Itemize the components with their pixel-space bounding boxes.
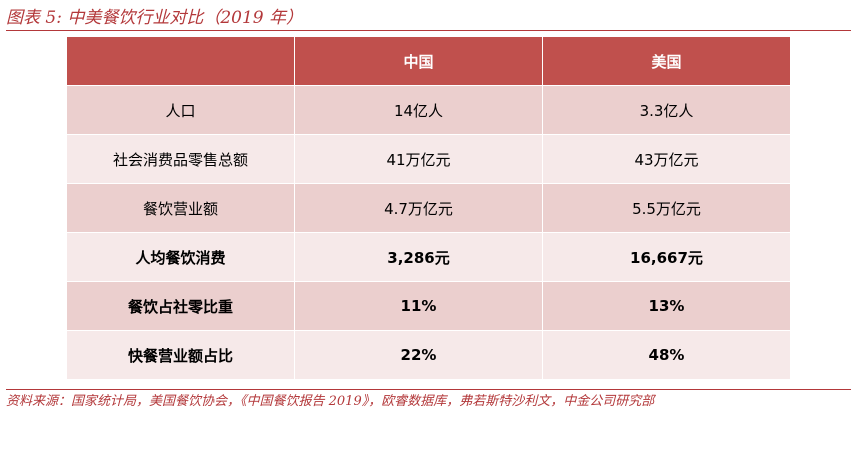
usa-value: 48% — [542, 330, 791, 380]
usa-value: 16,667元 — [542, 232, 791, 282]
row-label: 社会消费品零售总额 — [66, 134, 295, 184]
china-value: 14亿人 — [294, 85, 543, 135]
table-row: 餐饮营业额 4.7万亿元 5.5万亿元 — [66, 183, 791, 233]
row-label: 餐饮营业额 — [66, 183, 295, 233]
usa-value: 5.5万亿元 — [542, 183, 791, 233]
source-note: 资料来源：国家统计局，美国餐饮协会，《中国餐饮报告 2019》，欧睿数据库，弗若… — [6, 389, 851, 414]
china-value: 22% — [294, 330, 543, 380]
row-label: 人口 — [66, 85, 295, 135]
header-usa: 美国 — [542, 36, 791, 86]
row-label: 快餐营业额占比 — [66, 330, 295, 380]
table-row: 人口 14亿人 3.3亿人 — [66, 85, 791, 135]
comparison-table: 中国 美国 人口 14亿人 3.3亿人 社会消费品零售总额 41万亿元 43万亿… — [66, 36, 791, 380]
china-value: 11% — [294, 281, 543, 331]
usa-value: 3.3亿人 — [542, 85, 791, 135]
header-china: 中国 — [294, 36, 543, 86]
table-row: 人均餐饮消费 3,286元 16,667元 — [66, 232, 791, 282]
table-row: 社会消费品零售总额 41万亿元 43万亿元 — [66, 134, 791, 184]
usa-value: 43万亿元 — [542, 134, 791, 184]
row-label: 餐饮占社零比重 — [66, 281, 295, 331]
header-empty-cell — [66, 36, 295, 86]
table-header-row: 中国 美国 — [66, 36, 791, 86]
china-value: 41万亿元 — [294, 134, 543, 184]
usa-value: 13% — [542, 281, 791, 331]
table-row: 快餐营业额占比 22% 48% — [66, 330, 791, 380]
china-value: 3,286元 — [294, 232, 543, 282]
table-row: 餐饮占社零比重 11% 13% — [66, 281, 791, 331]
figure-caption: 图表 5: 中美餐饮行业对比（2019 年） — [6, 6, 851, 31]
row-label: 人均餐饮消费 — [66, 232, 295, 282]
china-value: 4.7万亿元 — [294, 183, 543, 233]
